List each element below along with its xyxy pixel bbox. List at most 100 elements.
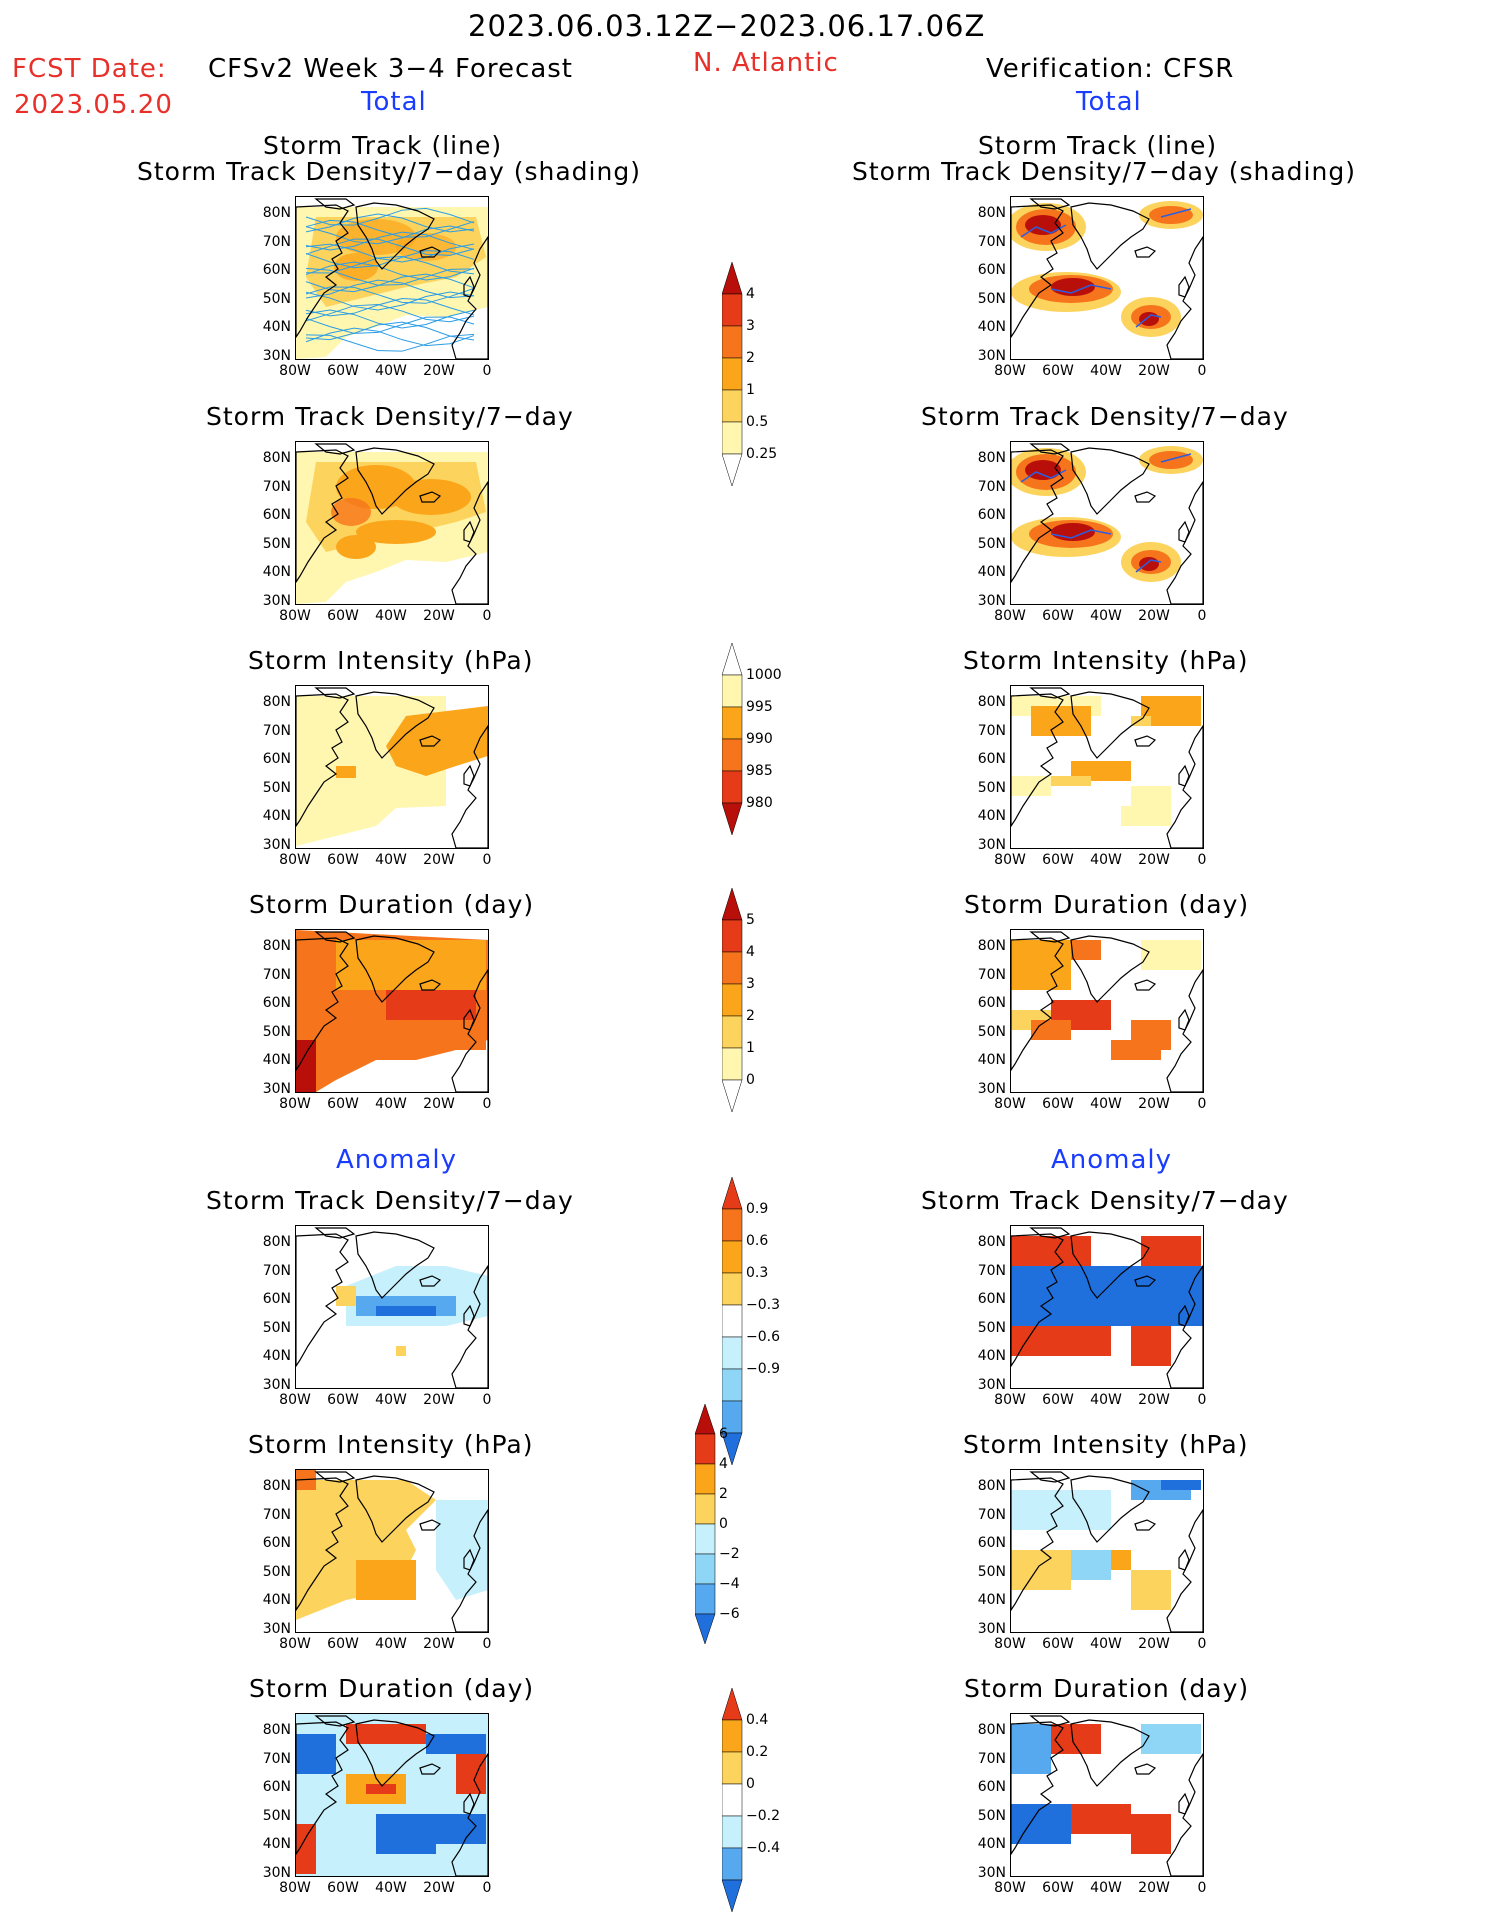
lon-tick-label: 40W: [1090, 1096, 1122, 1112]
lon-tick-label: 60W: [327, 852, 359, 868]
lat-tick-label: 70N: [977, 478, 1006, 495]
lon-tick-label: 0: [482, 1392, 492, 1408]
colorbar-tick-label: 5: [746, 912, 755, 928]
lat-tick-label: 40N: [262, 1348, 291, 1364]
map-canvas: [296, 1714, 488, 1876]
lat-tick-label: 30N: [977, 1080, 1006, 1097]
lon-tick-label: 40W: [1090, 852, 1122, 868]
colorbar-tick-label: 0.2: [746, 1744, 769, 1760]
lon-tick-label: 0: [482, 852, 492, 868]
lat-tick-label: 70N: [977, 233, 1006, 250]
lon-tick-label: 80W: [994, 363, 1026, 379]
lon-tick-label: 60W: [1042, 1392, 1074, 1408]
lon-tick-label: 0: [1197, 1636, 1207, 1652]
colorbar-tick-label: 1: [746, 382, 755, 398]
left-track-shading-title: Storm Track Density/7−day (shading): [137, 157, 641, 186]
lon-tick-label: 40W: [375, 608, 407, 624]
colorbar-tick-label: 0.3: [746, 1265, 769, 1281]
model-title: CFSv2 Week 3−4 Forecast: [208, 54, 573, 84]
map-left-anom-duration: [295, 1713, 489, 1877]
lon-tick-label: 0: [1197, 363, 1207, 379]
colorbar-tick-label: 4: [746, 944, 755, 960]
colorbar-tick-label: −0.6: [746, 1329, 780, 1345]
lon-tick-label: 60W: [327, 363, 359, 379]
lon-tick-label: 40W: [1090, 1880, 1122, 1896]
lat-tick-label: 40N: [262, 1836, 291, 1852]
lon-tick-label: 60W: [1042, 1636, 1074, 1652]
lat-tick-label: 60N: [262, 1535, 291, 1551]
lat-tick-label: 50N: [977, 290, 1006, 307]
colorbar-density-anom: [721, 1176, 744, 1471]
map-canvas: [1011, 197, 1203, 359]
lon-tick-label: 60W: [327, 1096, 359, 1112]
lon-tick-label: 60W: [1042, 852, 1074, 868]
lon-tick-label: 20W: [1138, 852, 1170, 868]
map-right-anom-density: [1010, 1225, 1204, 1389]
left-anom-duration-title: Storm Duration (day): [249, 1674, 535, 1703]
lat-tick-label: 60N: [977, 1291, 1006, 1307]
colorbar-tick-label: 0.4: [746, 1712, 769, 1728]
lon-tick-label: 60W: [1042, 363, 1074, 379]
colorbar-tick-label: 6: [719, 1426, 728, 1442]
lat-tick-label: 80N: [262, 1722, 291, 1738]
lon-tick-label: 20W: [1138, 1636, 1170, 1652]
lon-tick-label: 80W: [279, 1096, 311, 1112]
lat-tick-label: 60N: [977, 995, 1006, 1011]
lat-tick-label: 50N: [977, 535, 1006, 552]
lon-tick-label: 80W: [279, 852, 311, 868]
lon-tick-label: 40W: [375, 1880, 407, 1896]
lon-tick-label: 20W: [423, 852, 455, 868]
map-right-anom-duration: [1010, 1713, 1204, 1877]
map-left-intensity: [295, 685, 489, 849]
lat-tick-label: 30N: [977, 347, 1006, 364]
map-right-density: [1010, 441, 1204, 605]
map-canvas: [296, 686, 488, 848]
map-canvas: [1011, 442, 1203, 604]
lon-tick-label: 80W: [279, 363, 311, 379]
lat-tick-label: 60N: [977, 1535, 1006, 1551]
lat-tick-label: 60N: [262, 995, 291, 1011]
map-canvas: [296, 442, 488, 604]
lon-tick-label: 20W: [1138, 608, 1170, 624]
lon-tick-label: 80W: [994, 1880, 1026, 1896]
lon-tick-label: 20W: [1138, 1392, 1170, 1408]
right-anom-intensity-title: Storm Intensity (hPa): [963, 1430, 1249, 1459]
right-anom-density-title: Storm Track Density/7−day: [921, 1186, 1289, 1215]
lon-tick-label: 60W: [327, 1880, 359, 1896]
lat-tick-label: 60N: [262, 262, 291, 278]
lat-tick-label: 70N: [262, 1750, 291, 1767]
map-left-anom-intensity: [295, 1469, 489, 1633]
colorbar-tick-label: 985: [746, 763, 773, 779]
lon-tick-label: 20W: [423, 1880, 455, 1896]
region-title: N. Atlantic: [693, 48, 839, 78]
map-canvas: [296, 1470, 488, 1632]
map-right-anom-intensity: [1010, 1469, 1204, 1633]
colorbar-tick-label: 0.5: [746, 414, 769, 430]
lat-tick-label: 50N: [262, 535, 291, 552]
lat-tick-label: 80N: [977, 938, 1006, 954]
fcst-date-label: FCST Date:: [12, 54, 167, 84]
left-density-title: Storm Track Density/7−day: [206, 402, 574, 431]
lat-tick-label: 70N: [262, 1506, 291, 1523]
lat-tick-label: 60N: [977, 507, 1006, 523]
lon-tick-label: 0: [482, 363, 492, 379]
lat-tick-label: 70N: [262, 478, 291, 495]
lat-tick-label: 60N: [262, 1779, 291, 1795]
colorbar-tick-label: −6: [719, 1606, 740, 1622]
map-left-density: [295, 441, 489, 605]
lon-tick-label: 80W: [994, 1636, 1026, 1652]
map-right-duration: [1010, 929, 1204, 1093]
lat-tick-label: 40N: [977, 319, 1006, 335]
right-anomaly-label: Anomaly: [1051, 1145, 1173, 1175]
lat-tick-label: 30N: [977, 1376, 1006, 1393]
lat-tick-label: 60N: [262, 1291, 291, 1307]
lat-tick-label: 60N: [262, 751, 291, 767]
lat-tick-label: 50N: [977, 1807, 1006, 1824]
colorbar-tick-label: 4: [746, 286, 755, 302]
lon-tick-label: 20W: [1138, 363, 1170, 379]
lon-tick-label: 0: [1197, 1880, 1207, 1896]
left-intensity-title: Storm Intensity (hPa): [248, 646, 534, 675]
colorbar-tick-label: 0: [719, 1516, 728, 1532]
lat-tick-label: 80N: [977, 1478, 1006, 1494]
